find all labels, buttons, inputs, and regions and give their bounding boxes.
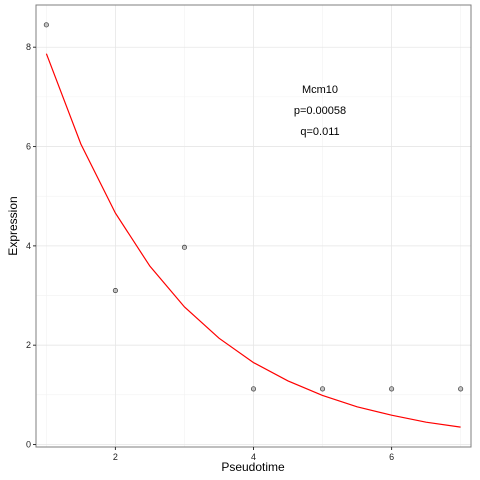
y-tick-label: 6 <box>26 142 31 152</box>
points-layer <box>43 22 464 392</box>
y-tick-label: 8 <box>26 42 31 52</box>
x-tick-label: 4 <box>251 452 256 462</box>
y-tick-label: 0 <box>26 440 31 450</box>
data-point <box>250 386 257 392</box>
data-point <box>319 386 326 392</box>
annotation-p-value: p=0.00058 <box>294 105 346 117</box>
data-point <box>389 386 395 392</box>
data-point <box>43 22 49 28</box>
annotation-group: Mcm10 p=0.00058 q=0.011 <box>294 84 346 138</box>
x-tick-label: 2 <box>113 452 118 462</box>
y-axis-title: Expression <box>6 196 20 255</box>
y-tick-label: 2 <box>26 340 31 350</box>
fit-curve-layer <box>45 53 461 428</box>
data-point <box>112 288 118 294</box>
annotation-q-value: q=0.011 <box>300 126 339 138</box>
grid <box>36 5 471 447</box>
x-tick-label: 6 <box>389 452 394 462</box>
annotation-gene: Mcm10 <box>302 84 338 96</box>
data-point <box>181 244 188 250</box>
fit-curve <box>45 53 461 428</box>
x-axis-title: Pseudotime <box>221 460 285 474</box>
data-point <box>458 386 464 392</box>
ticks-layer: 2 4 6 0 2 4 6 8 <box>26 42 394 462</box>
y-tick-label: 4 <box>26 241 31 251</box>
